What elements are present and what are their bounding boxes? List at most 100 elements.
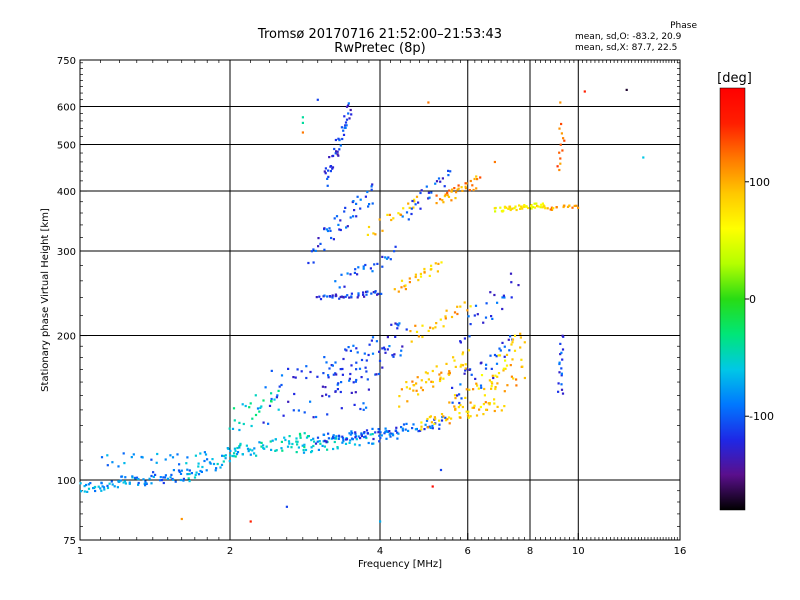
data-point — [508, 205, 512, 208]
data-point — [110, 480, 113, 483]
data-point — [389, 435, 392, 438]
data-point — [312, 416, 315, 419]
data-point — [540, 203, 543, 206]
data-point — [398, 405, 401, 408]
data-point — [501, 341, 504, 344]
data-point — [332, 154, 335, 157]
data-point — [310, 446, 313, 449]
data-point — [370, 188, 373, 191]
data-point — [415, 330, 419, 333]
data-point — [427, 101, 430, 104]
data-point — [290, 446, 293, 449]
data-point — [328, 227, 331, 230]
data-point — [384, 351, 387, 354]
data-point — [385, 257, 389, 260]
data-point — [317, 448, 320, 451]
data-point — [337, 382, 340, 385]
data-point — [397, 290, 400, 293]
data-point — [328, 367, 331, 370]
data-point — [488, 402, 491, 405]
data-point — [267, 422, 270, 425]
data-point — [345, 124, 348, 127]
data-point — [321, 385, 324, 388]
data-point — [470, 373, 473, 376]
data-point — [504, 367, 507, 370]
data-point — [277, 408, 280, 411]
data-point — [199, 469, 202, 473]
data-point — [575, 204, 578, 207]
data-point — [388, 345, 391, 348]
data-point — [413, 384, 416, 387]
data-point — [182, 479, 185, 482]
data-point — [238, 421, 241, 424]
data-point — [296, 443, 299, 446]
data-point — [363, 431, 366, 434]
data-point — [388, 433, 391, 436]
data-point — [156, 452, 159, 456]
data-point — [445, 362, 448, 365]
data-point — [332, 373, 335, 376]
data-point — [477, 387, 480, 390]
data-point — [552, 207, 555, 210]
data-point — [244, 404, 247, 408]
data-point — [391, 432, 394, 435]
data-point — [276, 394, 279, 397]
data-point — [400, 286, 403, 289]
data-point — [262, 421, 265, 424]
data-point — [233, 452, 236, 455]
data-point — [83, 490, 86, 493]
data-point — [118, 480, 121, 483]
data-point — [512, 377, 515, 380]
x-tick-label: 2 — [227, 546, 233, 557]
data-point — [258, 441, 261, 444]
data-point — [278, 385, 281, 388]
data-point — [249, 520, 252, 523]
data-point — [360, 358, 364, 362]
data-point — [562, 137, 565, 140]
data-point — [164, 458, 167, 461]
data-point — [287, 400, 290, 403]
data-point — [453, 311, 457, 314]
data-point — [317, 237, 320, 240]
data-point — [355, 215, 358, 218]
data-point — [368, 343, 371, 346]
data-point — [434, 182, 437, 185]
data-point — [380, 434, 383, 437]
data-point — [423, 267, 426, 271]
data-point — [359, 207, 362, 210]
data-point — [437, 262, 440, 265]
data-point — [456, 305, 459, 308]
data-point — [456, 394, 459, 397]
data-point — [509, 335, 512, 338]
data-point — [150, 474, 153, 478]
data-point — [490, 315, 493, 318]
data-point — [336, 446, 339, 449]
data-point — [559, 353, 562, 356]
data-point — [425, 381, 428, 384]
data-point — [419, 191, 422, 195]
data-point — [309, 400, 312, 403]
data-point — [327, 376, 330, 379]
data-point — [286, 445, 290, 448]
data-point — [288, 435, 291, 438]
data-point — [503, 345, 506, 348]
data-point — [300, 370, 303, 373]
data-point — [390, 218, 393, 222]
data-point — [352, 344, 355, 347]
data-point — [190, 472, 193, 475]
data-point — [463, 337, 466, 340]
data-point — [315, 296, 318, 299]
data-point — [354, 268, 357, 271]
data-point — [555, 206, 558, 209]
data-point — [562, 205, 565, 209]
data-point — [370, 339, 373, 342]
data-point — [169, 454, 172, 457]
data-point — [461, 364, 464, 367]
data-point — [331, 364, 334, 367]
data-point — [558, 151, 561, 154]
data-point — [396, 327, 399, 330]
data-point — [301, 131, 304, 134]
data-point — [543, 205, 546, 208]
data-point — [420, 425, 423, 428]
